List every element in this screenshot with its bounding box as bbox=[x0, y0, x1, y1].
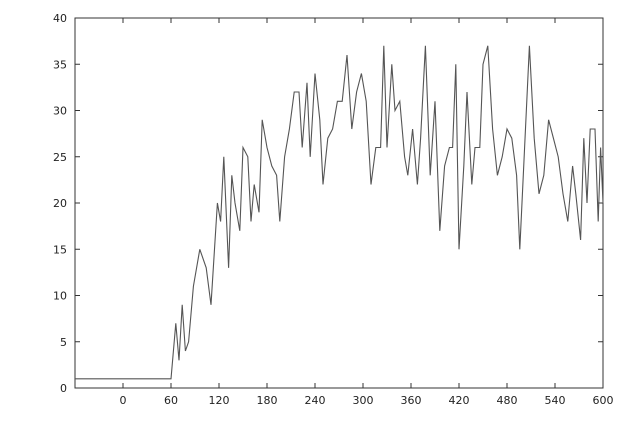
x-tick-label: 600 bbox=[593, 394, 614, 407]
x-tick-label: 360 bbox=[401, 394, 422, 407]
x-tick-label: 60 bbox=[164, 394, 178, 407]
x-tick-label: 420 bbox=[449, 394, 470, 407]
y-tick-label: 20 bbox=[53, 197, 67, 210]
plot-frame bbox=[74, 17, 604, 389]
y-tick-label: 5 bbox=[60, 336, 67, 349]
y-tick-label: 40 bbox=[53, 12, 67, 25]
x-tick-label: 120 bbox=[209, 394, 230, 407]
y-tick-label: 25 bbox=[53, 151, 67, 164]
y-tick-label: 15 bbox=[53, 243, 67, 256]
y-tick-label: 35 bbox=[53, 58, 67, 71]
x-tick-label: 240 bbox=[305, 394, 326, 407]
y-tick-label: 30 bbox=[53, 105, 67, 118]
y-tick-label: 10 bbox=[53, 290, 67, 303]
y-tick-label: 0 bbox=[60, 382, 67, 395]
x-tick-label: 300 bbox=[353, 394, 374, 407]
x-axis: 0 60 120 180 240 300 360 420 480 540 600 bbox=[120, 18, 614, 407]
y-axis: 0 5 10 15 20 25 30 35 40 bbox=[53, 12, 603, 395]
x-tick-label: 180 bbox=[257, 394, 278, 407]
series-line bbox=[75, 45, 604, 380]
x-tick-label: 540 bbox=[545, 394, 566, 407]
x-tick-label: 480 bbox=[497, 394, 518, 407]
x-tick-label: 0 bbox=[120, 394, 127, 407]
